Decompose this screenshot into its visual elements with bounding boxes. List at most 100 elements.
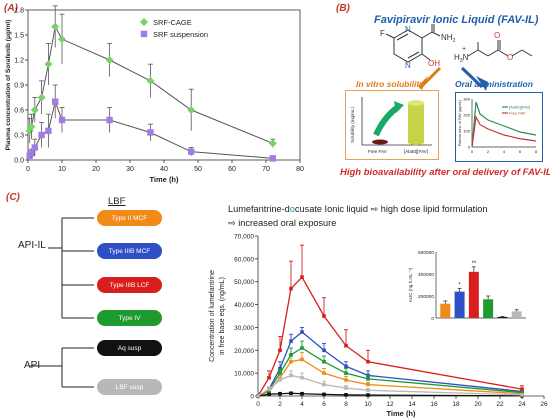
a-point-0-8	[146, 76, 155, 85]
a-xtick-label-7: 70	[262, 166, 270, 173]
b-ylabel: Plasma conc. of FAV (µg/mL)	[458, 100, 462, 147]
c-point-0-3	[289, 359, 293, 364]
c-point-5-3	[289, 373, 293, 378]
a-point-0-7	[105, 56, 114, 64]
pill-lbf-susp: LBF susp	[97, 379, 162, 395]
a-point-0-10	[268, 139, 277, 148]
c-point-3-7	[366, 377, 370, 381]
panel-b-letter: (B)	[336, 3, 350, 14]
lbf-label: LBF	[108, 196, 126, 207]
a-point-0-6	[58, 35, 66, 44]
c-point-2-5	[322, 314, 326, 318]
a-xtick-label-4: 40	[160, 166, 168, 173]
atom-plus: +	[462, 46, 466, 53]
inset-bar-1	[454, 291, 465, 318]
b-curve-1	[471, 115, 537, 148]
c-point-3-2	[278, 371, 282, 375]
a-point-0-9	[187, 106, 196, 114]
a-ytick-label-0: 0.0	[14, 158, 24, 165]
c-point-4-3	[289, 391, 293, 396]
c-point-4-2	[278, 391, 282, 396]
c-xtick-label-9: 18	[452, 401, 460, 408]
c-point-5-0	[256, 394, 260, 398]
c-xtick-label-7: 14	[408, 401, 416, 408]
a-legend-label-0: SRF-CAGE	[153, 18, 192, 27]
c-point-2-2	[278, 348, 282, 353]
c-xtick-label-5: 10	[364, 401, 372, 408]
a-ytick-label-5: 1.5	[14, 33, 24, 40]
c-point-3-6	[344, 371, 348, 375]
c-ytick-label-0: 0	[250, 394, 254, 401]
arrow-shaft-right	[460, 66, 484, 89]
headline-line-2: ⇨ increased oral exposure	[228, 218, 337, 228]
formulation-tree	[30, 217, 94, 388]
c-point-1-5	[322, 348, 326, 353]
solubility-ylabel: Solubility (mg/mL)	[350, 106, 355, 143]
b-ytick-1: 200	[463, 113, 470, 118]
c-xtick-label-6: 12	[386, 401, 394, 408]
a-point-1-10	[269, 155, 276, 162]
c-ytick-label-6: 60,000	[234, 256, 254, 263]
a-series-line-0	[29, 25, 273, 144]
a-xtick-label-3: 30	[126, 166, 134, 173]
a-legend-label-1: SRF suspension	[153, 30, 208, 39]
b-legend-label-0: [AlaEt][FAV]	[509, 105, 530, 110]
c-point-1-3	[289, 339, 293, 343]
panel-a-chart: 0.0 0.3 0.6 0.9 1.2 1.5 1.8 0 10 20 30 40 50 60 70 80 Ti…	[5, 5, 304, 184]
a-xtick-label-1: 10	[58, 166, 66, 173]
a-point-1-1	[28, 150, 35, 157]
oral-admin-label: Oral administration	[455, 79, 533, 89]
inset-bar-0	[440, 303, 451, 318]
c-xtick-label-11: 22	[496, 401, 504, 408]
atom-n-bottom: N	[405, 61, 411, 70]
inset-bar-3	[483, 299, 494, 318]
atom-f: F	[380, 29, 385, 38]
c-xtick-label-13: 26	[540, 401, 548, 408]
a-point-1-2	[31, 144, 38, 151]
atom-nh2: NH2	[441, 33, 456, 44]
c-point-2-1	[267, 375, 271, 380]
inset-bar-2	[468, 271, 479, 318]
b-xtick-1: 2	[487, 149, 490, 154]
c-point-4-6	[344, 393, 348, 397]
b-xtick-2: 4	[503, 149, 506, 154]
c-point-2-7	[366, 359, 370, 364]
a-xtick-label-8: 80	[296, 166, 304, 173]
c-point-5-8	[520, 393, 524, 397]
pill-type-ii-mcf: Type II MCF	[97, 210, 162, 226]
c-series-line-3	[257, 347, 523, 397]
pyrazine-ring	[385, 24, 441, 63]
c-point-2-4	[300, 275, 304, 279]
inset-ytick-2: 200000	[418, 294, 434, 300]
favil-title: Favipiravir Ionic Liquid (FAV-IL)	[374, 14, 539, 26]
a-point-0-5	[51, 22, 60, 31]
c-xlabel: Time (h)	[386, 409, 416, 418]
c-ytick-label-4: 40,000	[234, 302, 254, 309]
a-point-1-8	[147, 129, 154, 136]
a-ytick-label-1: 0.3	[14, 133, 24, 140]
a-xtick-label-6: 60	[228, 166, 236, 173]
b-ytick-2: 100	[463, 129, 470, 134]
c-xtick-label-10: 20	[474, 401, 482, 408]
c-point-3-8	[520, 390, 524, 395]
arrow-shaft-left	[419, 66, 442, 89]
solubility-cat-1: [AlaEt][FAV]	[404, 149, 428, 154]
a-ytick-label-6: 1.8	[14, 8, 24, 15]
c-point-2-6	[344, 343, 348, 348]
c-point-2-3	[289, 286, 293, 291]
c-point-0-6	[344, 378, 348, 382]
panel-c-chart: 0 10,000 20,000 30,000 40,000 50,000 60,000 70,…	[209, 234, 548, 419]
c-point-0-7	[366, 382, 370, 387]
c-point-2-8	[520, 387, 524, 391]
a-ylabel: Plasma concentration of Sorafenib (μg/ml…	[5, 20, 12, 151]
c-point-5-7	[366, 388, 370, 393]
c-point-1-6	[344, 364, 348, 369]
a-point-0-2	[30, 106, 39, 114]
c-point-0-5	[322, 371, 326, 375]
solubility-increase-arrow	[373, 104, 400, 137]
c-point-3-3	[289, 353, 293, 357]
b-ytick-3: 0	[468, 145, 471, 150]
inset-bar-4	[497, 316, 508, 318]
c-point-3-4	[300, 346, 304, 350]
solubility-arrow-head-icon	[394, 101, 404, 113]
